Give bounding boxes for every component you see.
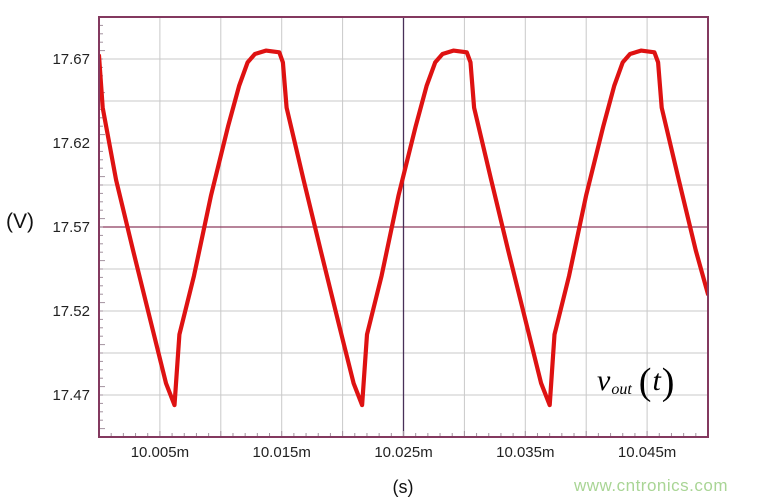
x-tick-label: 10.035m [496, 444, 555, 461]
x-tick-label: 10.005m [130, 444, 190, 461]
watermark: www.cntronics.com [574, 476, 728, 495]
x-tick-label: 10.015m [252, 444, 311, 461]
y-tick-label: 17.67 [52, 51, 90, 68]
y-tick-label: 17.52 [52, 303, 90, 320]
x-axis-unit-label: (s) [392, 477, 414, 497]
y-tick-label: 17.57 [52, 219, 90, 236]
y-axis-unit-label: (V) [6, 210, 34, 233]
vout-trace [99, 48, 708, 408]
annotation-argument: t [652, 364, 661, 397]
annotation-open-paren: ( [638, 361, 652, 403]
plot-border [98, 16, 709, 438]
y-tick-label: 17.62 [52, 135, 90, 152]
x-tick-label: 10.045m [617, 444, 677, 461]
y-tick-label: 17.47 [52, 387, 90, 404]
annotation-subscript: out [611, 381, 632, 399]
annotation-variable: v [597, 364, 611, 397]
x-tick-label: 10.025m [374, 444, 433, 461]
annotation-close-paren: ) [661, 361, 675, 403]
series-annotation: vout (t) [597, 360, 674, 404]
